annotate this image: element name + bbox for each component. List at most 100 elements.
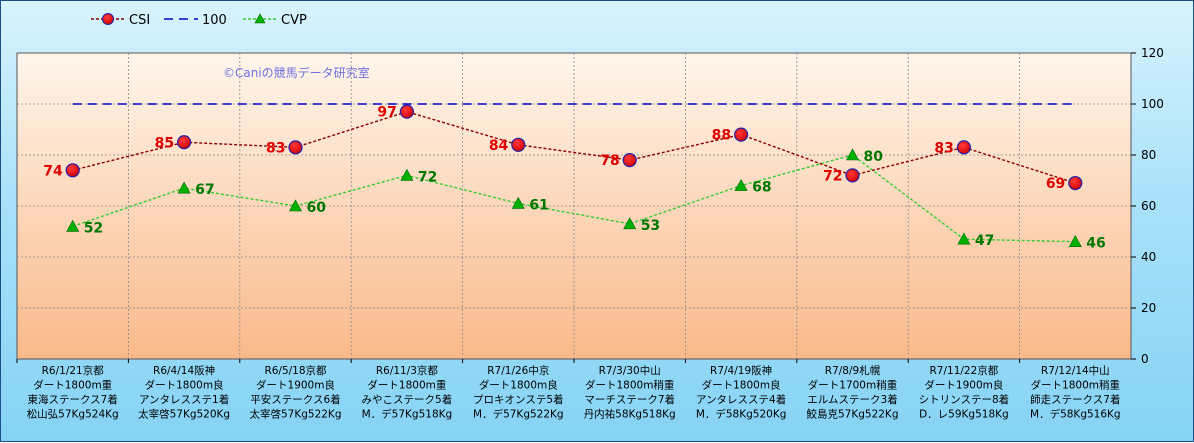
legend-label: CSI (129, 13, 150, 28)
csi-point (956, 140, 972, 155)
x-tick-label: ダート1800m良 (702, 379, 781, 392)
cvp-data-label: 68 (752, 180, 771, 196)
cvp-point (66, 219, 80, 232)
x-tick-label: R7/8/9札幌 (825, 364, 881, 377)
x-tick-label: R6/4/14阪神 (153, 364, 215, 377)
x-tick-label: 鮫島克57Kg522Kg (806, 408, 898, 421)
cvp-data-label: 53 (641, 218, 660, 234)
legend-marker (254, 13, 266, 24)
x-tick-label: プロキオンステ5着 (473, 393, 563, 406)
x-tick-label: M．デ58Kg516Kg (1030, 408, 1121, 421)
legend-item-cvp: CVP (243, 13, 307, 28)
cvp-data-label: 72 (418, 169, 437, 185)
csi-data-label: 97 (377, 105, 396, 121)
x-tick-label: R6/1/21京都 (42, 364, 105, 377)
cvp-data-label: 47 (975, 233, 994, 249)
x-tick-label: R7/1/26中京 (487, 364, 549, 377)
legend-marker (102, 13, 114, 25)
cvp-data-label: 80 (864, 149, 884, 165)
cvp-data-label: 46 (1086, 236, 1105, 252)
x-tick-label: R7/4/19阪神 (710, 364, 772, 377)
csi-point (1068, 175, 1083, 191)
legend-label: 100 (202, 13, 227, 28)
x-tick-label: R6/11/3京都 (376, 364, 439, 377)
x-tick-label: D．レ59Kg518Kg (919, 409, 1009, 421)
x-tick-label: 太宰啓57Kg520Kg (138, 408, 230, 421)
series-cvp-line (72, 154, 1076, 243)
x-tick-label: ダート1800m良 (479, 379, 558, 392)
y-tick-label: 40 (1141, 250, 1156, 264)
csi-point (733, 127, 749, 142)
x-tick-label: アンタレスステ1着 (139, 393, 229, 406)
x-tick-label: エルムステーク3着 (807, 393, 897, 406)
x-tick-label: R7/12/14中山 (1041, 364, 1110, 377)
csi-data-label: 78 (600, 153, 619, 169)
x-tick-label: R7/11/22京都 (930, 364, 999, 377)
x-tick-label: ダート1800m稍重 (585, 379, 674, 392)
x-tick-label: 東海ステークス7着 (28, 393, 118, 406)
x-tick-label: ダート1900m良 (256, 379, 335, 392)
y-tick-label: 0 (1141, 352, 1149, 366)
y-tick-label: 120 (1141, 46, 1164, 60)
y-tick-label: 100 (1141, 97, 1164, 111)
y-axis: 0 20 40 60 80 100 120 (1131, 46, 1164, 366)
x-tick-label: ダート1700m稍重 (808, 379, 897, 392)
y-tick-label: 20 (1141, 301, 1156, 315)
cvp-data-label: 61 (529, 197, 548, 213)
legend-item-csi: CSI (91, 13, 150, 28)
csi-data-label: 69 (1046, 176, 1065, 192)
y-tick-label: 60 (1141, 199, 1156, 213)
x-tick-label: 丹内祐58Kg518Kg (584, 408, 676, 421)
cvp-point (845, 148, 860, 161)
csi-point (288, 140, 303, 155)
x-tick-label: 平安ステークス6着 (250, 393, 340, 406)
x-tick-label: ダート1800m重 (33, 379, 112, 392)
x-tick-label: M．デ57Kg522Kg (473, 408, 564, 421)
cvp-point (177, 181, 191, 194)
csi-point (177, 135, 192, 150)
x-tick-label: ダート1800m良 (145, 379, 224, 392)
cvp-point (511, 196, 525, 209)
csi-data-label: 88 (712, 128, 731, 144)
csi-data-label: 72 (823, 168, 842, 184)
x-tick-label: ダート1800m稍重 (1031, 379, 1120, 392)
csi-point (511, 137, 526, 152)
series-csi-line (72, 110, 1076, 184)
cvp-data-label: 52 (84, 220, 103, 236)
legend-label: CVP (281, 13, 307, 28)
x-tick-label: アンタレスステ4着 (696, 393, 786, 406)
x-tick-label: みやこステーク5着 (362, 393, 453, 406)
x-tick-label: 太宰啓57Kg522Kg (249, 408, 341, 421)
legend: CSI 100 CVP (91, 13, 307, 28)
cvp-point (957, 232, 971, 245)
csi-point (399, 104, 414, 119)
cvp-point (400, 168, 414, 181)
series-layer: 52 67 60 72 61 53 68 80 47 46 74 85 83 97 84 78 88 72 83 69 (43, 103, 1106, 252)
x-tick-label: R6/5/18京都 (264, 364, 327, 377)
cvp-point (623, 217, 637, 230)
x-tick-label: マーチステーク7着 (584, 393, 675, 406)
y-tick-label: 80 (1141, 148, 1156, 162)
credit-text: ©Caniの競馬データ研究室 (223, 65, 370, 80)
x-tick-label: 松山弘57Kg524Kg (27, 408, 119, 421)
legend-item-100: 100 (164, 13, 227, 28)
x-tick-label: 師走ステークス7着 (1030, 393, 1120, 406)
csi-data-label: 84 (489, 138, 509, 154)
x-tick-label: R7/3/30中山 (599, 364, 661, 377)
csi-data-label: 74 (43, 163, 63, 179)
cvp-data-label: 67 (195, 182, 214, 198)
x-tick-label: M．デ58Kg520Kg (696, 408, 787, 421)
cvp-point (734, 178, 748, 191)
csi-point (65, 163, 80, 178)
csi-point (845, 168, 860, 183)
csi-data-label: 85 (155, 135, 174, 151)
x-tick-label: シトリンステー8着 (919, 393, 1009, 406)
x-tick-label: M．デ57Kg518Kg (362, 408, 453, 421)
cvp-data-label: 60 (307, 200, 327, 216)
csi-data-label: 83 (266, 140, 285, 156)
csi-point (622, 153, 637, 168)
csi-data-label: 83 (934, 140, 953, 156)
x-tick-label: ダート1800m重 (367, 379, 446, 392)
